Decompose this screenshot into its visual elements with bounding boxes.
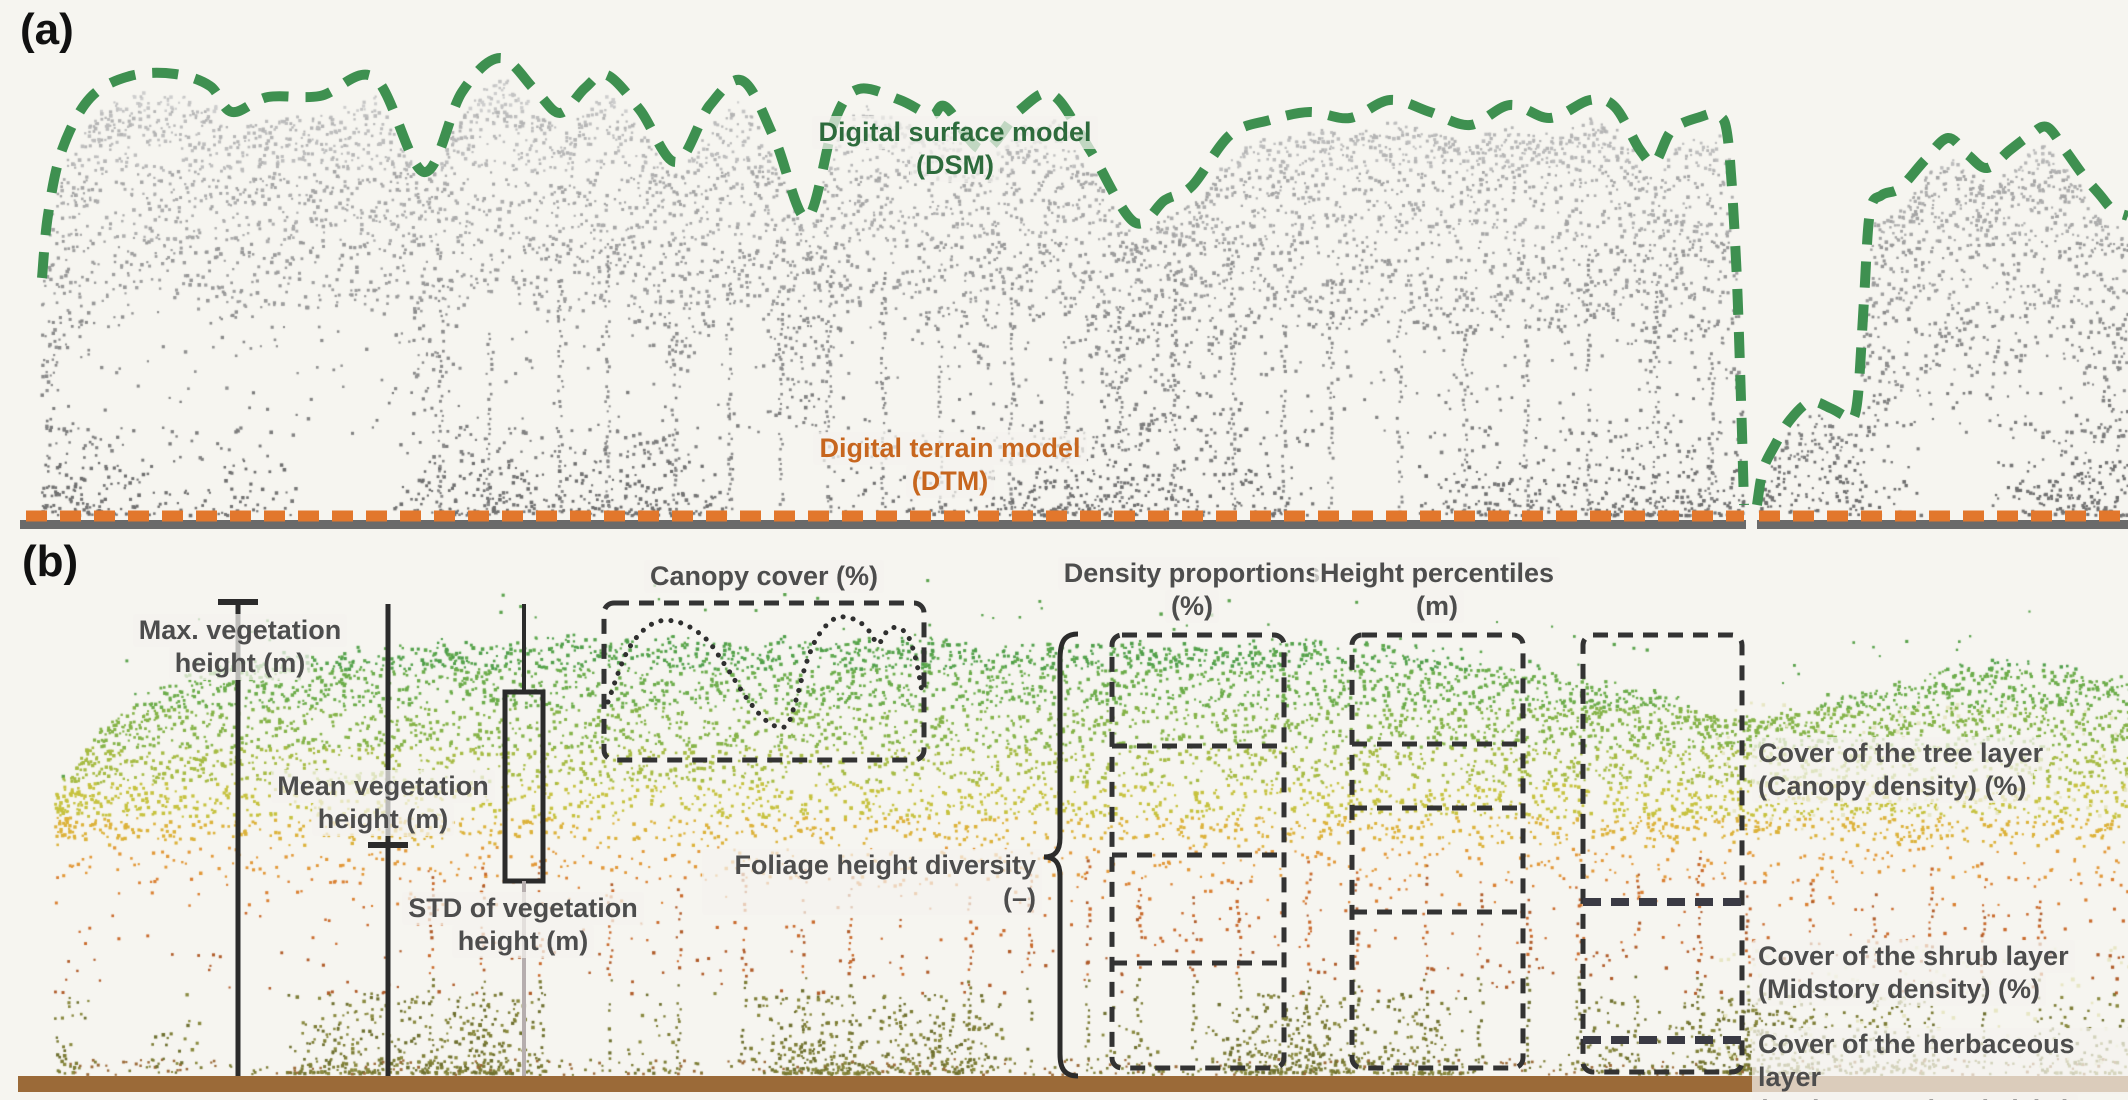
tree-cover-line2: (Canopy density) (%): [1752, 769, 2033, 803]
height-percentiles-box: [1349, 632, 1526, 1071]
max-height-line1: Max. vegetation: [132, 614, 348, 647]
foliage-height-diversity-label: Foliage height diversity (–): [702, 849, 1042, 915]
height-percentiles-label: Height percentiles (m): [1285, 557, 1589, 623]
density-proportions-line2: (%): [1165, 589, 1219, 623]
ground-strip: [18, 1076, 2128, 1092]
density-proportions-label: Density proportions (%): [1040, 557, 1344, 623]
dsm-label-line2: (DSM): [910, 148, 1000, 182]
density-proportions-box: [1109, 632, 1287, 1071]
height-percentiles-line2: (m): [1410, 589, 1464, 623]
panel-b-label: (b): [22, 537, 79, 586]
height-percentiles-line1: Height percentiles: [1313, 557, 1561, 590]
dtm-label-line1: Digital terrain model: [813, 432, 1087, 465]
terrain-line-gray-left: [20, 520, 1746, 529]
std-height-label: STD of vegetation height (m): [376, 892, 670, 958]
dsm-label: Digital surface model (DSM): [810, 116, 1100, 182]
tree-cover-line1: Cover of the tree layer: [1752, 737, 2050, 770]
dtm-label-line2: (DTM): [905, 464, 995, 498]
std-height-marker: [502, 604, 546, 1076]
canopy-cover-box: [601, 600, 927, 763]
tree-cover-label: Cover of the tree layer (Canopy density)…: [1752, 737, 2102, 803]
canopy-cover-label: Canopy cover (%): [608, 560, 920, 593]
std-height-line1: STD of vegetation: [402, 892, 644, 925]
max-height-label: Max. vegetation height (m): [93, 614, 387, 680]
herbaceous-cover-label: Cover of the herbaceous layer (Understor…: [1752, 1028, 2128, 1100]
dsm-label-line1: Digital surface model: [812, 116, 1098, 149]
dsm-dashed-outline: [37, 53, 2128, 506]
fhd-text: Foliage height diversity (–): [702, 849, 1042, 915]
mean-height-marker: [368, 604, 408, 1076]
density-proportions-line1: Density proportions: [1057, 557, 1327, 590]
terrain-line-gray-right: [1757, 520, 2128, 529]
shrub-cover-label: Cover of the shrub layer (Midstory densi…: [1752, 940, 2102, 1006]
std-height-line2: height (m): [451, 924, 595, 958]
max-height-line2: height (m): [168, 646, 312, 680]
mean-height-line2: height (m): [311, 802, 455, 836]
canopy-crown-dotted-outline: [605, 614, 925, 731]
mean-height-label: Mean vegetation height (m): [236, 770, 530, 836]
mean-height-line1: Mean vegetation: [271, 770, 495, 803]
layer-cover-box: [1580, 632, 1745, 1075]
canopy-cover-text: Canopy cover (%): [643, 560, 885, 593]
herbaceous-cover-line2: (Understory density) (%): [1752, 1093, 2078, 1100]
max-height-marker: [218, 599, 258, 1076]
foliage-height-diversity-brace: [1043, 631, 1079, 1079]
shrub-cover-line2: (Midstory density) (%): [1752, 972, 2047, 1006]
dtm-label: Digital terrain model (DTM): [805, 432, 1095, 498]
herbaceous-cover-line1: Cover of the herbaceous layer: [1752, 1028, 2128, 1094]
shrub-cover-line1: Cover of the shrub layer: [1752, 940, 2075, 973]
panel-a-label: (a): [20, 5, 74, 54]
